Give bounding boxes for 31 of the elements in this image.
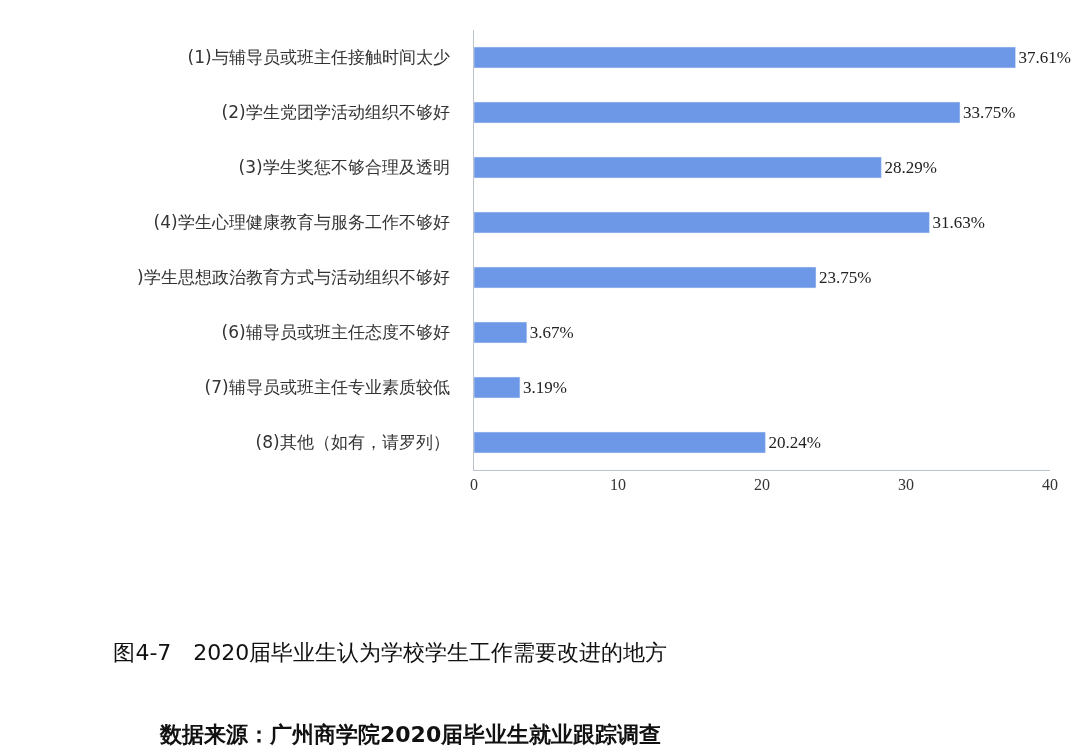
source-note: 数据来源：广州商学院2020届毕业生就业跟踪调查 (159, 722, 662, 746)
y-tick-label: (7)辅导员或班主任专业素质较低 (204, 377, 450, 398)
bar (474, 431, 766, 454)
x-tick-label: 30 (898, 476, 914, 494)
data-label: 3.19% (522, 378, 567, 397)
data-label: 3.67% (529, 323, 574, 342)
y-tick-label: (3)学生奖惩不够合理及透明 (238, 157, 450, 178)
y-tick-label: (4)学生心理健康教育与服务工作不够好 (153, 212, 450, 233)
data-label: 37.61% (1018, 48, 1071, 67)
x-tick-label: 10 (610, 476, 626, 494)
x-tick-label: 40 (1042, 476, 1058, 494)
x-tick-label: 0 (470, 476, 478, 494)
data-label: 28.29% (884, 158, 937, 177)
y-tick-label: (2)学生党团学活动组织不够好 (221, 102, 450, 123)
data-label: 33.75% (963, 103, 1016, 122)
text: 图4-7 2020届毕业生认为学校学生工作需要改进的地方 (113, 640, 668, 666)
bar (474, 266, 817, 289)
bar (474, 101, 961, 124)
data-label: 23.75% (819, 268, 872, 287)
y-tick-label: (1)与辅导员或班主任接触时间太少 (187, 47, 450, 68)
bar (474, 156, 882, 179)
bar (474, 46, 1016, 69)
y-tick-label: (6)辅导员或班主任态度不够好 (221, 322, 450, 343)
y-tick-label: (8)其他（如有，请罗列） (255, 432, 450, 453)
bar (474, 211, 930, 234)
bar (474, 321, 528, 344)
y-tick-label: )学生思想政治教育方式与活动组织不够好 (136, 267, 450, 288)
x-tick-label: 20 (754, 476, 770, 494)
data-label: 31.63% (932, 213, 985, 232)
bar (474, 376, 521, 399)
data-label: 20.24% (768, 433, 821, 452)
